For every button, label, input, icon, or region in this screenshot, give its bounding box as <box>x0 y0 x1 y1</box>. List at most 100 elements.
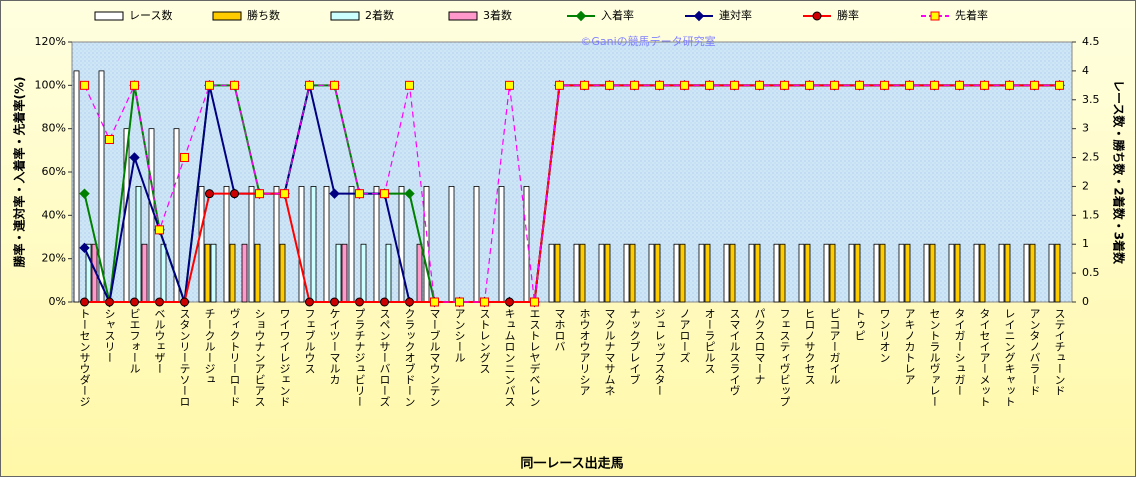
point <box>905 80 914 90</box>
y-tick-label: 120% <box>35 35 66 48</box>
y-tick-label: 80% <box>42 122 66 135</box>
bar <box>723 243 730 303</box>
bar <box>141 243 148 303</box>
point <box>830 80 839 90</box>
x-tick-label: クラックオブドーン <box>403 308 416 407</box>
bar <box>323 186 330 303</box>
x-tick-label: ノアローズ <box>678 308 691 363</box>
y2-tick-label: 0.5 <box>1082 266 1100 279</box>
x-tick-label: ベルウェザー <box>153 308 166 374</box>
bar <box>698 243 705 303</box>
x-tick-label: トゥピ <box>853 308 866 341</box>
bar <box>348 186 355 303</box>
x-tick-label: ヒロノサクセス <box>803 308 816 385</box>
x-tick-label: アキノカトレア <box>903 308 916 385</box>
bar <box>923 243 930 303</box>
bar <box>579 243 586 303</box>
x-tick-label: セントラルヴァレー <box>928 308 941 407</box>
x-tick-label: ステイチューンド <box>1053 308 1066 396</box>
x-tick-label: マーブルマウンテン <box>428 308 441 407</box>
legend-label: 勝ち数 <box>247 8 280 22</box>
x-tick-label: ワンリオン <box>878 308 891 363</box>
bar <box>241 243 248 303</box>
legend-marker <box>575 10 587 22</box>
bar <box>385 243 392 303</box>
legend-swatch <box>330 11 360 21</box>
bar <box>448 186 455 303</box>
bar <box>373 186 380 303</box>
bar <box>629 243 636 303</box>
point <box>680 80 689 90</box>
point <box>330 297 339 307</box>
bar <box>210 243 217 303</box>
point <box>129 152 140 163</box>
point <box>980 80 989 90</box>
x-tick-label: ケイツーマルカ <box>328 308 341 385</box>
legend-label: 勝率 <box>837 8 859 22</box>
bar <box>898 243 905 303</box>
y2-tick-label: 3.5 <box>1082 93 1100 106</box>
y2-tick-label: 0 <box>1082 295 1089 308</box>
bar <box>310 186 317 303</box>
legend-label: 3着数 <box>483 8 512 22</box>
point <box>404 188 415 199</box>
bar <box>854 243 861 303</box>
point <box>355 297 364 307</box>
point <box>880 80 889 90</box>
bar <box>1029 243 1036 303</box>
point <box>180 297 189 307</box>
x-tick-label: アンタノバラード <box>1028 308 1041 396</box>
bar <box>273 186 280 303</box>
point <box>805 80 814 90</box>
point <box>355 189 364 199</box>
bar <box>879 243 886 303</box>
y2-axis-title: レース数・勝ち数・2着数・3着数 <box>1112 80 1127 265</box>
x-tick-label: レイニングキャット <box>1003 308 1016 407</box>
point <box>405 80 414 90</box>
bar <box>829 243 836 303</box>
point <box>180 152 189 162</box>
bar <box>1054 243 1061 303</box>
bar <box>548 243 555 303</box>
point <box>480 297 489 307</box>
point <box>1005 80 1014 90</box>
bar <box>523 186 530 303</box>
bar <box>335 243 342 303</box>
bar <box>604 243 611 303</box>
point <box>130 80 139 90</box>
bar <box>904 243 911 303</box>
x-tick-label: ビエフォール <box>128 308 141 374</box>
bar <box>973 243 980 303</box>
bar <box>679 243 686 303</box>
bar <box>279 243 286 303</box>
bar <box>360 243 367 303</box>
point <box>855 80 864 90</box>
point <box>79 242 90 254</box>
point <box>1055 80 1064 90</box>
point <box>230 189 239 199</box>
point <box>380 297 389 307</box>
y2-tick-label: 1 <box>1082 237 1089 250</box>
y2-tick-label: 1.5 <box>1082 208 1100 221</box>
bar <box>204 243 211 303</box>
bar <box>148 128 155 303</box>
bar <box>416 243 423 303</box>
bar <box>473 186 480 303</box>
bar <box>248 186 255 303</box>
point <box>530 297 539 307</box>
legend-marker <box>812 11 822 21</box>
bar <box>954 243 961 303</box>
legend-label: 入着率 <box>601 8 634 22</box>
x-tick-label: パクスロマーナ <box>753 308 766 385</box>
line <box>83 83 1060 303</box>
point <box>255 189 264 199</box>
point <box>205 189 214 199</box>
y-tick-label: 0% <box>49 295 66 308</box>
bar <box>823 243 830 303</box>
x-tick-label: フェブルウス <box>303 308 316 374</box>
bar <box>1023 243 1030 303</box>
point <box>430 297 439 307</box>
legend-label: 先着率 <box>955 8 988 22</box>
point <box>305 297 314 307</box>
point <box>330 80 339 90</box>
